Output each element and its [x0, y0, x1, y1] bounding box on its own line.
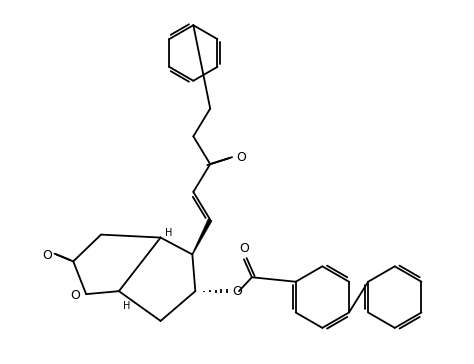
Text: O: O [239, 242, 249, 256]
Polygon shape [192, 219, 212, 255]
Text: O: O [43, 249, 53, 262]
Text: O: O [236, 151, 246, 164]
Text: H: H [164, 228, 172, 238]
Text: O: O [70, 289, 80, 302]
Text: O: O [232, 285, 242, 298]
Text: H: H [123, 301, 130, 311]
